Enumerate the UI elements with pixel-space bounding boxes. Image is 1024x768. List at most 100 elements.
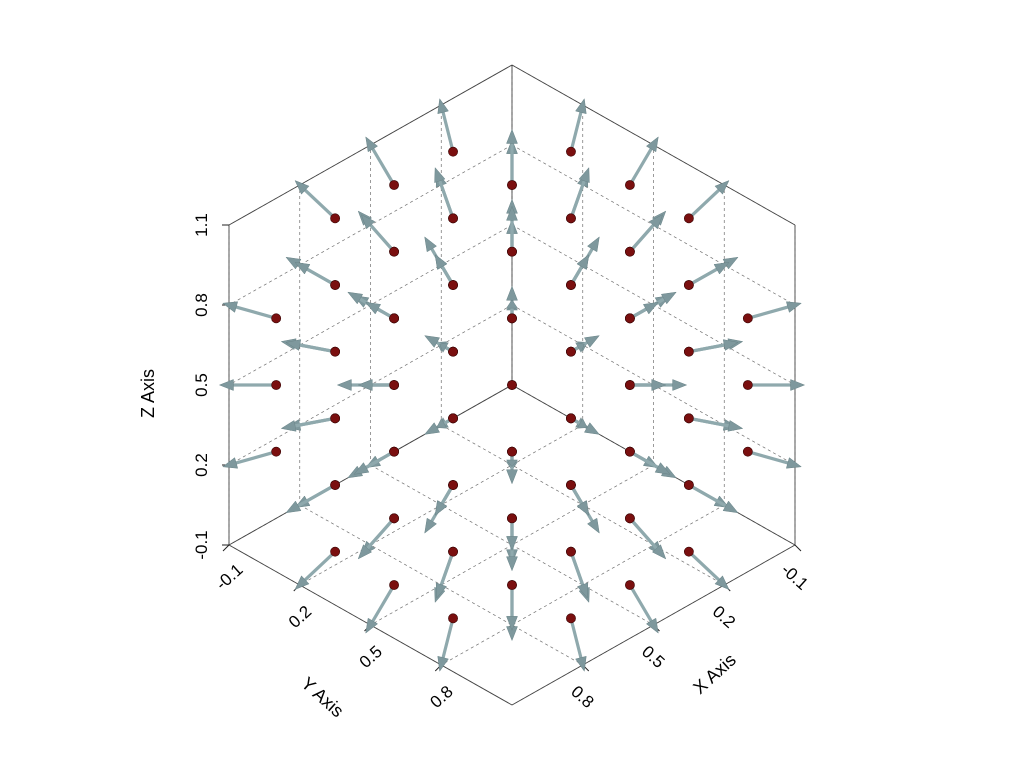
vector-arrow-shaft [628,583,653,623]
z-tick-label: 0.5 [192,373,211,397]
vector-arrow-head [436,418,448,429]
vector-origin-point [389,380,399,390]
vector-arrow-head [439,342,449,353]
vector-origin-point [625,380,635,390]
y-axis-title: Y Axis [297,673,347,721]
vector-origin-point [448,213,458,224]
vector-arrow-head [285,500,302,514]
vector-arrow-head [222,457,239,469]
vector-origin-point [271,380,282,390]
vector-origin-point [389,580,399,590]
vector-arrow-shaft [371,583,396,623]
vector-arrow-head [660,291,677,305]
vector-arrow-head [713,261,730,275]
vector-origin-point [566,480,576,490]
x-tick-label: 0.2 [285,602,315,632]
vector-origin-point [683,346,694,357]
vector-arrow-head [506,616,518,632]
vector-origin-point [742,446,753,457]
vector-origin-point [507,246,517,257]
vector-arrow-head [584,335,600,348]
vector-arrow-shaft [298,343,337,354]
vector-arrow-shaft [303,188,337,220]
vector-arrow-shaft [303,550,337,582]
vector-origin-point [271,446,282,457]
vector-arrow-head [575,342,585,353]
vector-arrow-shaft [234,450,278,465]
x-tick-label: 0.5 [356,642,386,672]
vector-arrow-head [437,98,449,115]
vector-arrow-head [576,500,590,516]
z-tick-label: 0.8 [192,293,211,317]
y-tick-label: 0.8 [567,682,597,712]
vector-arrow-head [576,254,590,270]
arrow-layer [218,98,806,672]
vector-arrow-head [506,299,518,309]
vector-arrow-shaft [746,450,790,465]
vector-origin-point [330,413,341,424]
vector-arrow-head [280,420,297,432]
vector-origin-point [625,313,635,324]
y-tick-label: 0.5 [638,642,668,672]
vector-arrow-head [648,214,664,230]
vector-origin-point [330,346,341,357]
vector-arrow-shaft [365,516,396,550]
z-axis-title: Z Axis [138,369,158,418]
vector-origin-point [507,446,517,457]
tick-layer: -0.1 0.2 0.5 0.8 -0.1 0.2 0.5 0.8 -0.1 0.2 0.5 0.8 1… [192,213,812,712]
vector-origin-point [566,613,576,624]
vector-arrow-head [222,301,239,313]
vector-origin-point [389,313,399,324]
vector-arrow-head [642,301,659,315]
vector-arrow-shaft [369,223,396,254]
vector-arrow-head [505,459,519,468]
vector-arrow-shaft [441,616,455,660]
vector-arrow-head [357,379,373,391]
vector-arrow-head [578,167,590,184]
vector-arrow-head [672,379,688,391]
vector-arrow-shaft [628,223,655,254]
vector-origin-point [448,280,458,290]
z-tick-label: -0.1 [192,530,211,559]
vector-arrow-head [645,136,659,153]
vector-arrow-shaft [687,267,719,287]
y-tick-label: -0.1 [777,560,811,594]
vector-origin-point [389,180,399,190]
vector-origin-point [566,346,576,357]
vector-arrow-head [353,462,370,475]
vector-arrow-head [654,462,671,475]
vector-origin-point [566,413,576,424]
vector-arrow-head [336,379,352,391]
vector-arrow-head [785,457,802,469]
vector-origin-point [625,513,635,524]
vector-arrow-head [714,575,730,590]
vector-arrow-head [727,420,744,432]
vector-arrow-head [434,167,446,184]
vector-origin-point [389,246,399,257]
vector-arrow-shaft [234,305,278,320]
vector-arrow-head [365,136,379,153]
vector-arrow-head [506,469,518,485]
vector-arrow-head [714,180,730,195]
vector-arrow-head [435,582,447,599]
vector-arrow-head [575,655,587,672]
vector-origin-point [683,213,694,224]
vector-origin-point [625,446,635,457]
vector-arrow-head [424,422,440,435]
vector-origin-point [330,280,341,290]
vector-origin-point [625,180,635,190]
vector-origin-point [448,613,458,624]
vector-arrow-shaft [439,550,455,587]
vector-origin-point [330,480,341,490]
vector-origin-point [683,280,694,290]
vector-arrow-shaft [569,179,586,220]
vector-origin-point [507,313,517,324]
vector-arrow-head [424,236,437,253]
x-tick-mark [222,544,230,552]
vector-arrow-shaft [628,516,659,550]
vector-arrow-head [365,301,382,315]
vector-origin-point [566,546,576,557]
vector-origin-point [448,346,458,357]
vector-arrow-head [218,379,234,391]
vector-arrow-head [360,214,376,230]
